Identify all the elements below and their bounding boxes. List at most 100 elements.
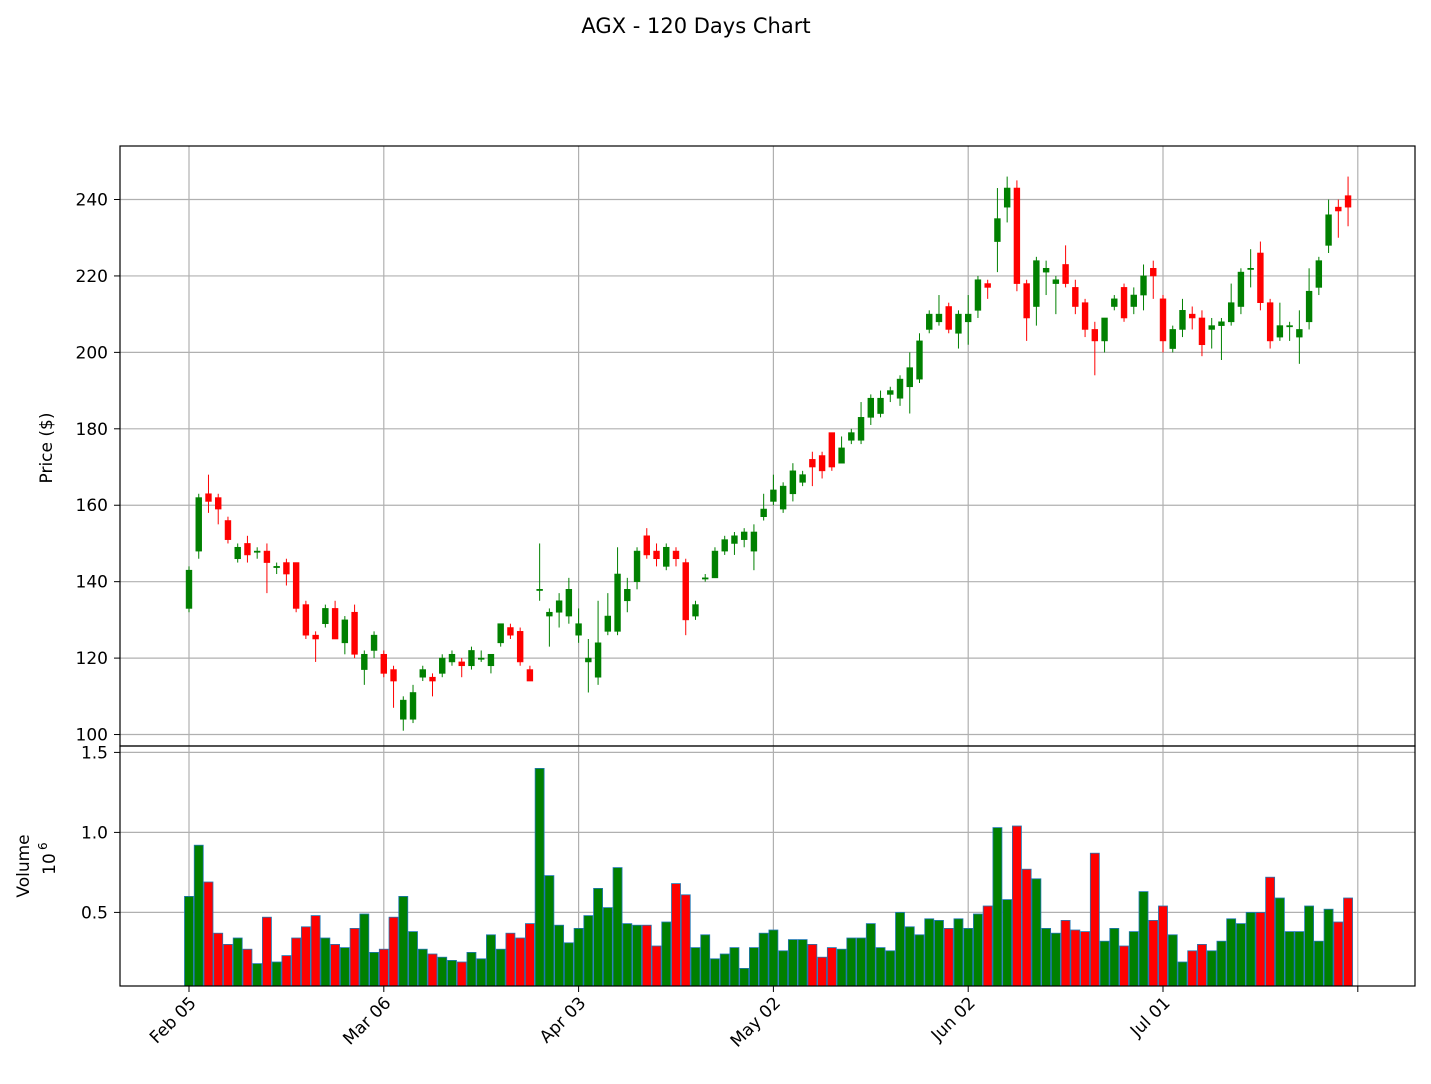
candle-body [536, 589, 543, 591]
volume-bar [583, 915, 594, 987]
volume-bar [1128, 931, 1139, 987]
candle-body [1169, 329, 1176, 349]
candle-body [935, 313, 943, 323]
candle-body [507, 627, 514, 636]
volume-bar [544, 875, 555, 987]
price-tick-label: 140 [76, 573, 108, 593]
candle-body [516, 631, 524, 663]
volume-tick-label: 0.5 [81, 903, 108, 923]
volume-bar [262, 916, 272, 987]
candle-body [838, 447, 845, 464]
price-tick-label: 220 [76, 267, 108, 287]
candle-body [1344, 195, 1352, 208]
price-tick-label: 240 [76, 191, 108, 211]
volume-bar [641, 924, 652, 987]
candle-body [896, 378, 904, 399]
candle-body [779, 485, 787, 510]
candle-body [1247, 267, 1254, 270]
candle-body [341, 619, 349, 644]
volume-bar [534, 768, 545, 987]
candle-body [1140, 275, 1147, 296]
volume-bar [904, 926, 915, 987]
volume-axis-label: Volume [14, 834, 34, 897]
candle-body [740, 531, 748, 540]
candle-body [994, 218, 1001, 242]
volume-y-axis: 0.5 1.0 1.5 [81, 743, 120, 923]
volume-bar [1245, 912, 1256, 987]
candle-body [984, 283, 991, 288]
candle-body [974, 279, 982, 311]
candle-body [1218, 321, 1225, 326]
volume-bar [719, 953, 730, 987]
candle-body [546, 611, 553, 617]
candle-body [1023, 283, 1030, 319]
volume-bar [476, 958, 487, 987]
volume-bar [1089, 852, 1100, 987]
volume-bar [1313, 940, 1324, 987]
volume-bar [1177, 961, 1188, 987]
volume-panel-frame [119, 745, 1416, 987]
candle-body [604, 615, 612, 632]
candle-body [1276, 325, 1284, 338]
candle-body [263, 550, 271, 563]
candle-body [867, 397, 875, 418]
volume-bar [1187, 950, 1198, 987]
candle-body [1081, 302, 1089, 330]
candle-body [322, 608, 329, 625]
candle-body [1335, 206, 1342, 212]
volume-bar [525, 923, 535, 987]
candle-body [633, 550, 641, 582]
volume-bar [437, 956, 448, 987]
candle-body [663, 546, 670, 567]
candle-body [292, 562, 300, 609]
volume-bar [661, 921, 672, 987]
volume-tick-label: 1.5 [81, 743, 108, 763]
volume-bar [447, 960, 457, 987]
candle-body [273, 566, 280, 568]
volume-bar [817, 956, 827, 987]
candle-body [390, 669, 397, 682]
volume-bar [300, 926, 311, 987]
candle-body [1237, 271, 1245, 307]
volume-bar [885, 950, 896, 987]
candle-body [1072, 287, 1079, 307]
candle-body [945, 306, 952, 330]
candle-body [614, 573, 621, 632]
volume-bar [330, 944, 341, 987]
candle-body [555, 600, 563, 613]
volume-bar [787, 939, 798, 987]
price-y-axis: 100 120 140 160 180 200 220 240 [76, 191, 120, 746]
volume-bar [1206, 950, 1217, 987]
volume-bar [388, 916, 399, 987]
candle-body [1266, 302, 1274, 342]
volume-bar [593, 888, 603, 987]
volume-bar [184, 896, 194, 987]
price-axis-label: Price ($) [37, 413, 57, 484]
volume-bar [846, 937, 857, 987]
volume-bar [505, 932, 516, 987]
volume-bar [1265, 876, 1276, 987]
volume-bar [1236, 923, 1246, 987]
candle-body [653, 550, 660, 560]
candle-body [439, 657, 446, 674]
candle-body [702, 577, 709, 580]
price-tick-label: 200 [76, 343, 108, 363]
candle-body [1013, 187, 1021, 284]
candle-body [526, 669, 534, 682]
candle-body [828, 432, 836, 468]
candle-body [857, 417, 865, 441]
volume-bar [1284, 931, 1295, 987]
volume-bar [1148, 920, 1159, 987]
volume-bar [1070, 929, 1081, 987]
candle-body [185, 569, 193, 609]
candle-body [429, 676, 436, 682]
volume-bar [1167, 934, 1178, 987]
candle-body [1033, 260, 1040, 307]
volume-bar [1274, 897, 1285, 987]
candle-body [234, 546, 241, 560]
volume-bar [1060, 920, 1071, 987]
candle-body [594, 642, 602, 678]
volume-bar [826, 947, 837, 987]
volume-bar [1031, 878, 1042, 987]
